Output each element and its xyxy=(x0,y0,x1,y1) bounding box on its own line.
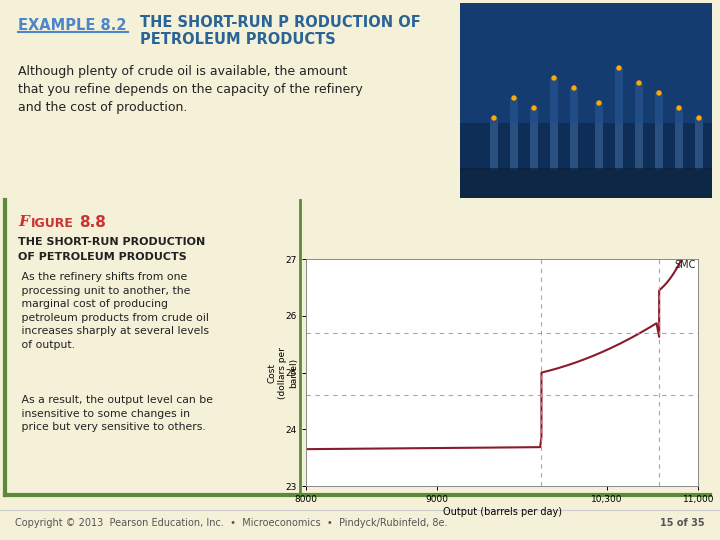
Bar xyxy=(635,83,643,198)
Bar xyxy=(460,3,712,198)
Circle shape xyxy=(552,76,556,80)
Text: SMC: SMC xyxy=(675,260,696,270)
Circle shape xyxy=(532,106,536,110)
Bar xyxy=(530,108,538,198)
Circle shape xyxy=(597,101,601,105)
Bar xyxy=(550,78,558,198)
Text: THE SHORT-RUN P RODUCTION OF: THE SHORT-RUN P RODUCTION OF xyxy=(140,15,420,30)
Text: OF PETROLEUM PRODUCTS: OF PETROLEUM PRODUCTS xyxy=(18,252,186,262)
X-axis label: Output (barrels per day): Output (barrels per day) xyxy=(443,507,562,517)
Text: EXAMPLE 8.2: EXAMPLE 8.2 xyxy=(18,18,127,33)
Text: F: F xyxy=(18,215,29,229)
Bar xyxy=(490,118,498,198)
Circle shape xyxy=(657,91,661,95)
Text: 15 of 35: 15 of 35 xyxy=(660,518,705,528)
Text: THE SHORT-RUN PRODUCTION: THE SHORT-RUN PRODUCTION xyxy=(18,237,205,247)
Text: Copyright © 2013  Pearson Education, Inc.  •  Microeconomics  •  Pindyck/Rubinfe: Copyright © 2013 Pearson Education, Inc.… xyxy=(15,518,448,528)
Text: IGURE: IGURE xyxy=(31,217,74,230)
Bar xyxy=(570,88,578,198)
Circle shape xyxy=(637,81,641,85)
Text: As a result, the output level can be
 insensitive to some changes in
 price but : As a result, the output level can be ins… xyxy=(18,395,213,432)
Circle shape xyxy=(617,66,621,70)
Text: As the refinery shifts from one
 processing unit to another, the
 marginal cost : As the refinery shifts from one processi… xyxy=(18,272,209,350)
Text: PETROLEUM PRODUCTS: PETROLEUM PRODUCTS xyxy=(140,32,336,47)
Y-axis label: Cost
(dollars per
barrel): Cost (dollars per barrel) xyxy=(268,347,297,399)
Bar xyxy=(615,68,623,198)
Bar xyxy=(510,98,518,198)
Bar xyxy=(675,108,683,198)
Bar xyxy=(460,3,712,198)
Bar xyxy=(595,103,603,198)
Circle shape xyxy=(677,106,681,110)
Circle shape xyxy=(492,116,496,120)
Text: Although plenty of crude oil is available, the amount
that you refine depends on: Although plenty of crude oil is availabl… xyxy=(18,65,363,114)
Circle shape xyxy=(697,116,701,120)
Text: 8.8: 8.8 xyxy=(79,215,106,230)
Bar xyxy=(695,118,703,198)
Circle shape xyxy=(512,96,516,100)
Bar xyxy=(655,93,663,198)
Circle shape xyxy=(572,86,576,90)
Bar xyxy=(460,168,712,198)
Bar xyxy=(460,3,712,123)
Bar xyxy=(460,170,712,198)
